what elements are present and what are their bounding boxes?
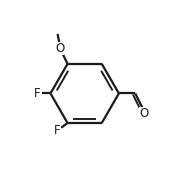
Text: O: O [55, 42, 64, 55]
Text: O: O [139, 107, 148, 120]
Text: F: F [34, 87, 40, 100]
Text: F: F [54, 124, 60, 137]
